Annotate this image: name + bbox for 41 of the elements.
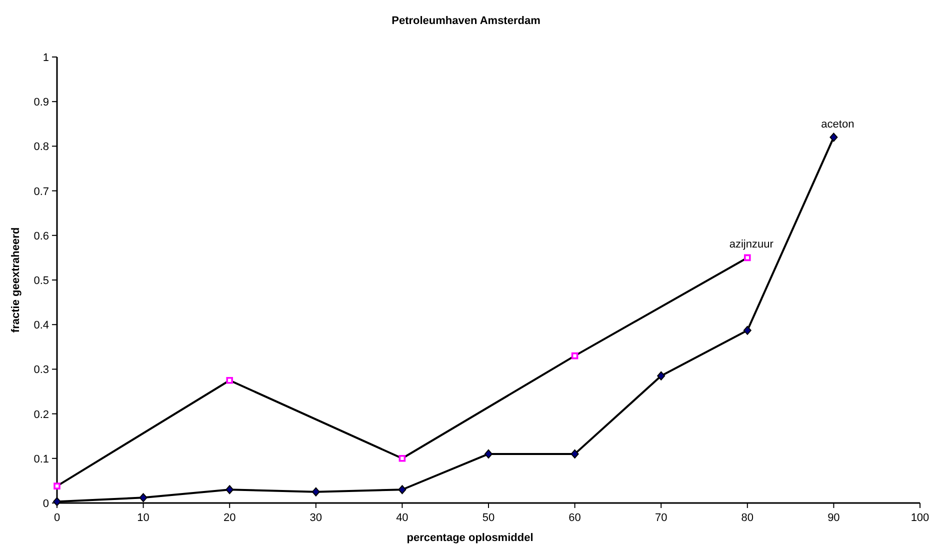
point	[570, 449, 579, 458]
point	[744, 254, 751, 262]
x-tick-label: 0	[54, 512, 60, 524]
x-tick-label: 10	[137, 512, 150, 524]
point	[54, 482, 60, 490]
x-tick-label: 50	[482, 512, 495, 524]
point	[830, 132, 838, 142]
y-tick-label: 0	[42, 498, 49, 510]
point	[139, 493, 148, 502]
y-tick-label: 0.6	[34, 230, 49, 242]
x-tick-label: 80	[741, 512, 754, 524]
point	[226, 376, 233, 384]
x-tick-label: 60	[568, 512, 581, 524]
y-axis-title: fractie geextraheerd	[10, 227, 22, 333]
point	[571, 352, 578, 360]
point	[484, 449, 492, 458]
chart-title: Petroleumhaven Amsterdam	[392, 15, 541, 27]
y-tick-label: 0.8	[34, 141, 49, 154]
y-tick-label: 0.3	[34, 364, 49, 376]
x-tick-label: 20	[223, 512, 236, 524]
series-label: aceton	[821, 118, 854, 130]
y-tick-label: 0.5	[34, 275, 49, 287]
point	[743, 326, 752, 335]
point	[398, 455, 406, 462]
point	[226, 485, 234, 494]
point	[312, 487, 320, 496]
y-tick-label: 1	[42, 52, 49, 64]
y-tick-label: 0.2	[34, 408, 49, 421]
x-tick-label: 90	[828, 512, 840, 524]
x-tick-label: 70	[654, 512, 668, 524]
y-tick-label: 0.7	[34, 186, 49, 198]
series-label: azijnzuur	[729, 238, 774, 251]
y-tick-label: 0.9	[34, 96, 49, 109]
x-tick-label: 30	[310, 512, 322, 524]
point	[398, 485, 406, 494]
x-axis-title: percentage oplosmiddel	[406, 532, 534, 544]
x-tick-label: 100	[910, 512, 930, 524]
y-tick-label: 0.4	[34, 320, 49, 332]
point	[657, 371, 666, 380]
y-tick-label: 0.1	[34, 453, 49, 466]
x-tick-label: 40	[396, 512, 408, 524]
